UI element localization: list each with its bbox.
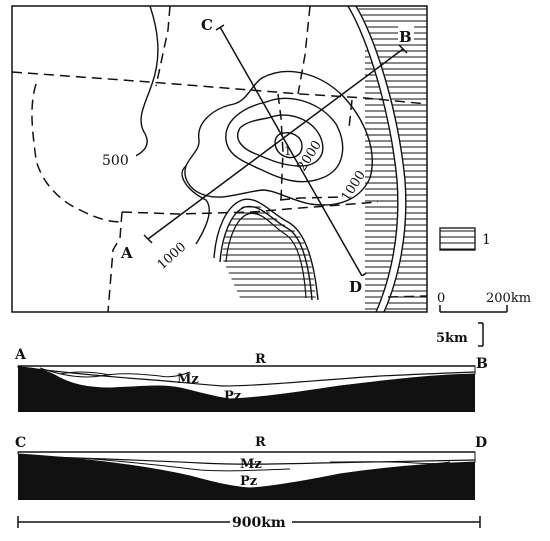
legend-swatch-hatched [439,227,476,251]
cross-section-cd: C D R Mz Pz [15,435,487,500]
point-label-b: B [399,28,412,46]
cross-section-ab: A B R Mz Pz [14,347,488,412]
vertical-scale: 5km [436,322,484,347]
section-cd-label-r: R [255,435,266,450]
contour-label-1000-west: 1000 [155,240,190,273]
horizontal-scale: 900km [17,515,481,531]
section-cd-label-c: C [15,435,26,451]
map-scale-end: 200km [486,291,531,306]
section-ab-label-r: R [255,352,266,367]
hatched-region-south [222,204,316,300]
contour-500 [119,6,159,161]
section-ab-label-a: A [14,347,27,363]
tick-a [143,234,153,244]
section-cd-label-pz: Pz [240,474,257,489]
section-line-ab [147,48,404,240]
depocentre-mark: 1 [284,144,292,158]
contour-1000-west-branch [181,165,210,245]
arc-blank-band [348,6,407,312]
section-ab-label-b: B [476,356,488,372]
point-label-d: D [349,278,362,296]
section-ab-label-mz: Mz [177,372,199,387]
legend-label-1: 1 [482,232,491,248]
legend: 1 [439,227,491,251]
basin-boundary-inner [347,6,399,312]
vertical-scale-label: 5km [436,331,468,346]
map-scale-bar: 0 200km [437,291,531,313]
contour-1500 [225,97,344,183]
map-frame [11,5,428,313]
contour-1000-ring [184,70,373,206]
contour-label-1000-east: 1000 [339,168,369,204]
section-line-cd [219,26,363,277]
ridge-line-2 [219,205,313,301]
tick-c [215,24,225,31]
point-label-c: C [201,16,213,34]
basin-map: C B A D 500 1000 2000 1000 1 [11,5,428,313]
section-cd-label-mz: Mz [240,457,262,472]
section-ab-boundary-mz [17,366,476,387]
tick-b [398,44,408,54]
section-cd-label-d: D [475,435,487,451]
basin-boundary-outer [355,6,407,312]
contour-2000 [237,114,324,167]
administrative-boundaries [12,6,427,312]
section-ab-label-pz: Pz [224,389,241,404]
horizontal-scale-label: 900km [232,515,286,531]
contour-label-500: 500 [102,153,129,169]
map-scale-zero: 0 [437,291,445,306]
section-ab-fold-1 [39,367,191,378]
section-cd-boundary-mz [17,455,476,465]
point-label-a: A [120,244,133,262]
ridge-line-1 [213,198,319,301]
hatched-arc-zone [355,6,427,312]
ridge-line-3 [225,212,307,299]
